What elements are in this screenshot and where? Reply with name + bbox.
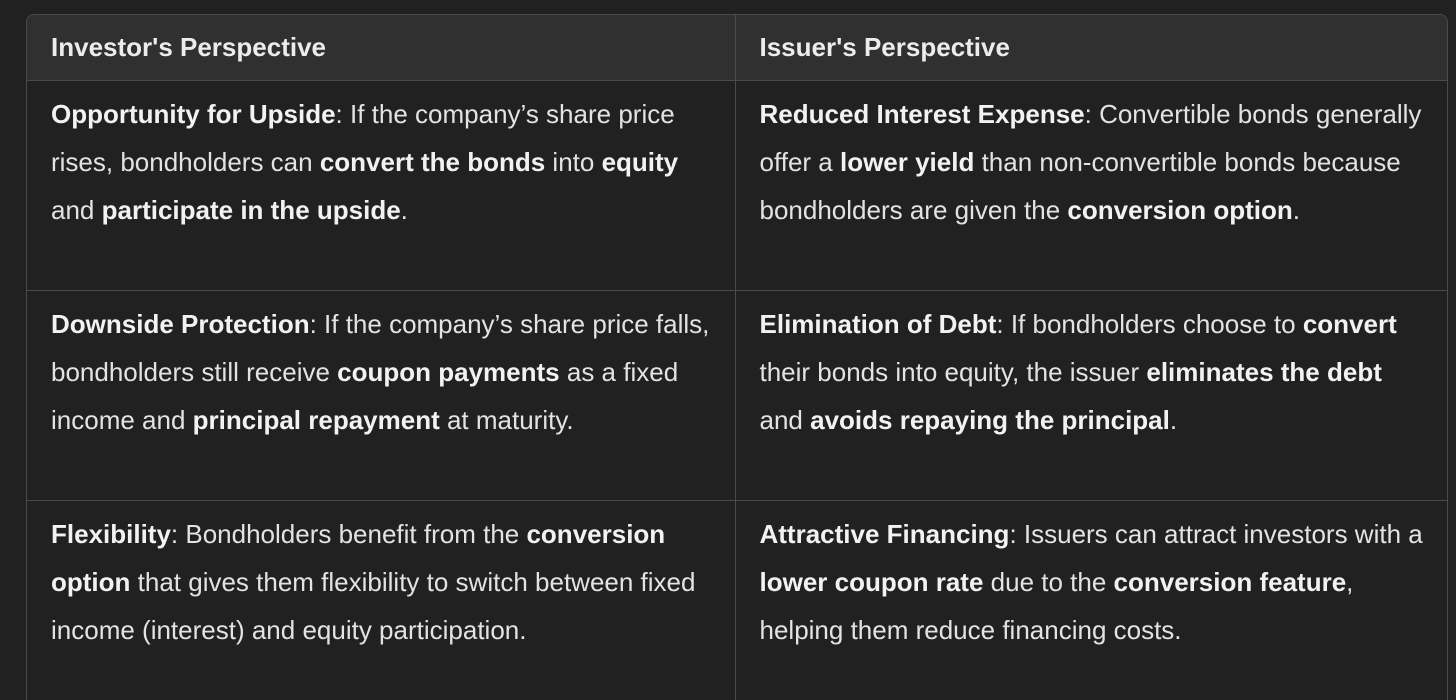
term-reduced-interest-expense: Reduced Interest Expense xyxy=(759,98,1085,129)
comparison-table: Investor's Perspective Issuer's Perspect… xyxy=(27,15,1447,700)
term-principal-repayment: principal repayment xyxy=(192,404,440,435)
cell-issuer-reduced-interest: Reduced Interest Expense: Convertible bo… xyxy=(734,80,1447,291)
table-header: Investor's Perspective Issuer's Perspect… xyxy=(27,15,1447,81)
term-eliminates-the-debt: eliminates the debt xyxy=(1146,356,1382,387)
term-downside-protection: Downside Protection xyxy=(51,308,310,339)
text-segment: and xyxy=(759,404,811,435)
cell-investor-upside: Opportunity for Upside: If the company’s… xyxy=(27,80,735,291)
table-row: Opportunity for Upside: If the company’s… xyxy=(27,80,1447,291)
term-flexibility: Flexibility xyxy=(51,518,171,549)
header-investor-perspective: Investor's Perspective xyxy=(27,15,735,81)
text-segment: . xyxy=(1292,194,1300,225)
comparison-table-container: Investor's Perspective Issuer's Perspect… xyxy=(26,14,1448,700)
header-row: Investor's Perspective Issuer's Perspect… xyxy=(27,15,1447,81)
term-conversion-feature: conversion feature xyxy=(1113,566,1347,597)
text-segment: and xyxy=(51,194,102,225)
text-segment: their bonds into equity, the issuer xyxy=(759,356,1147,387)
table-body: Opportunity for Upside: If the company’s… xyxy=(27,80,1447,700)
text-segment: that gives them flexibility to switch be… xyxy=(51,566,696,645)
text-segment: : If bondholders choose to xyxy=(996,308,1303,339)
text-segment: than non-convertible bonds because bondh… xyxy=(759,146,1401,225)
table-row: Downside Protection: If the company’s sh… xyxy=(27,290,1447,501)
term-convert: convert xyxy=(1302,308,1397,339)
term-coupon-payments: coupon payments xyxy=(337,356,560,387)
text-segment: into xyxy=(545,146,602,177)
cell-issuer-attractive-financing: Attractive Financing: Issuers can attrac… xyxy=(734,500,1447,700)
text-segment: . xyxy=(1169,404,1178,435)
term-equity: equity xyxy=(601,146,679,177)
cell-investor-downside: Downside Protection: If the company’s sh… xyxy=(27,290,735,501)
text-segment: due to the xyxy=(983,566,1114,597)
term-participate-in-the-upside: participate in the upside xyxy=(101,194,401,225)
text-segment: . xyxy=(400,194,408,225)
text-segment: : Bondholders benefit from the xyxy=(170,518,527,549)
term-lower-yield: lower yield xyxy=(839,146,975,177)
text-segment: at maturity. xyxy=(439,404,574,435)
table-row: Flexibility: Bondholders benefit from th… xyxy=(27,500,1447,700)
term-conversion-option: conversion option xyxy=(1067,194,1293,225)
header-issuer-perspective: Issuer's Perspective xyxy=(734,15,1447,81)
term-attractive-financing: Attractive Financing xyxy=(759,518,1010,549)
cell-issuer-elimination-of-debt: Elimination of Debt: If bondholders choo… xyxy=(734,290,1447,501)
term-opportunity-for-upside: Opportunity for Upside xyxy=(51,98,336,129)
text-segment: , helping them reduce financing costs. xyxy=(759,566,1354,645)
text-segment: as a fixed income and xyxy=(51,356,679,435)
text-segment: : If the company’s share price rises, bo… xyxy=(51,98,675,177)
term-elimination-of-debt: Elimination of Debt xyxy=(759,308,997,339)
term-avoids-repaying-the-principal: avoids repaying the principal xyxy=(810,404,1170,435)
term-conversion-option: conversion option xyxy=(51,518,666,597)
term-lower-coupon-rate: lower coupon rate xyxy=(759,566,984,597)
text-segment: : Convertible bonds generally offer a xyxy=(759,98,1422,177)
text-segment: : If the company’s share price falls, bo… xyxy=(51,308,710,387)
text-segment: : Issuers can attract investors with a xyxy=(1009,518,1423,549)
term-convert-the-bonds: convert the bonds xyxy=(319,146,546,177)
cell-investor-flexibility: Flexibility: Bondholders benefit from th… xyxy=(27,500,735,700)
